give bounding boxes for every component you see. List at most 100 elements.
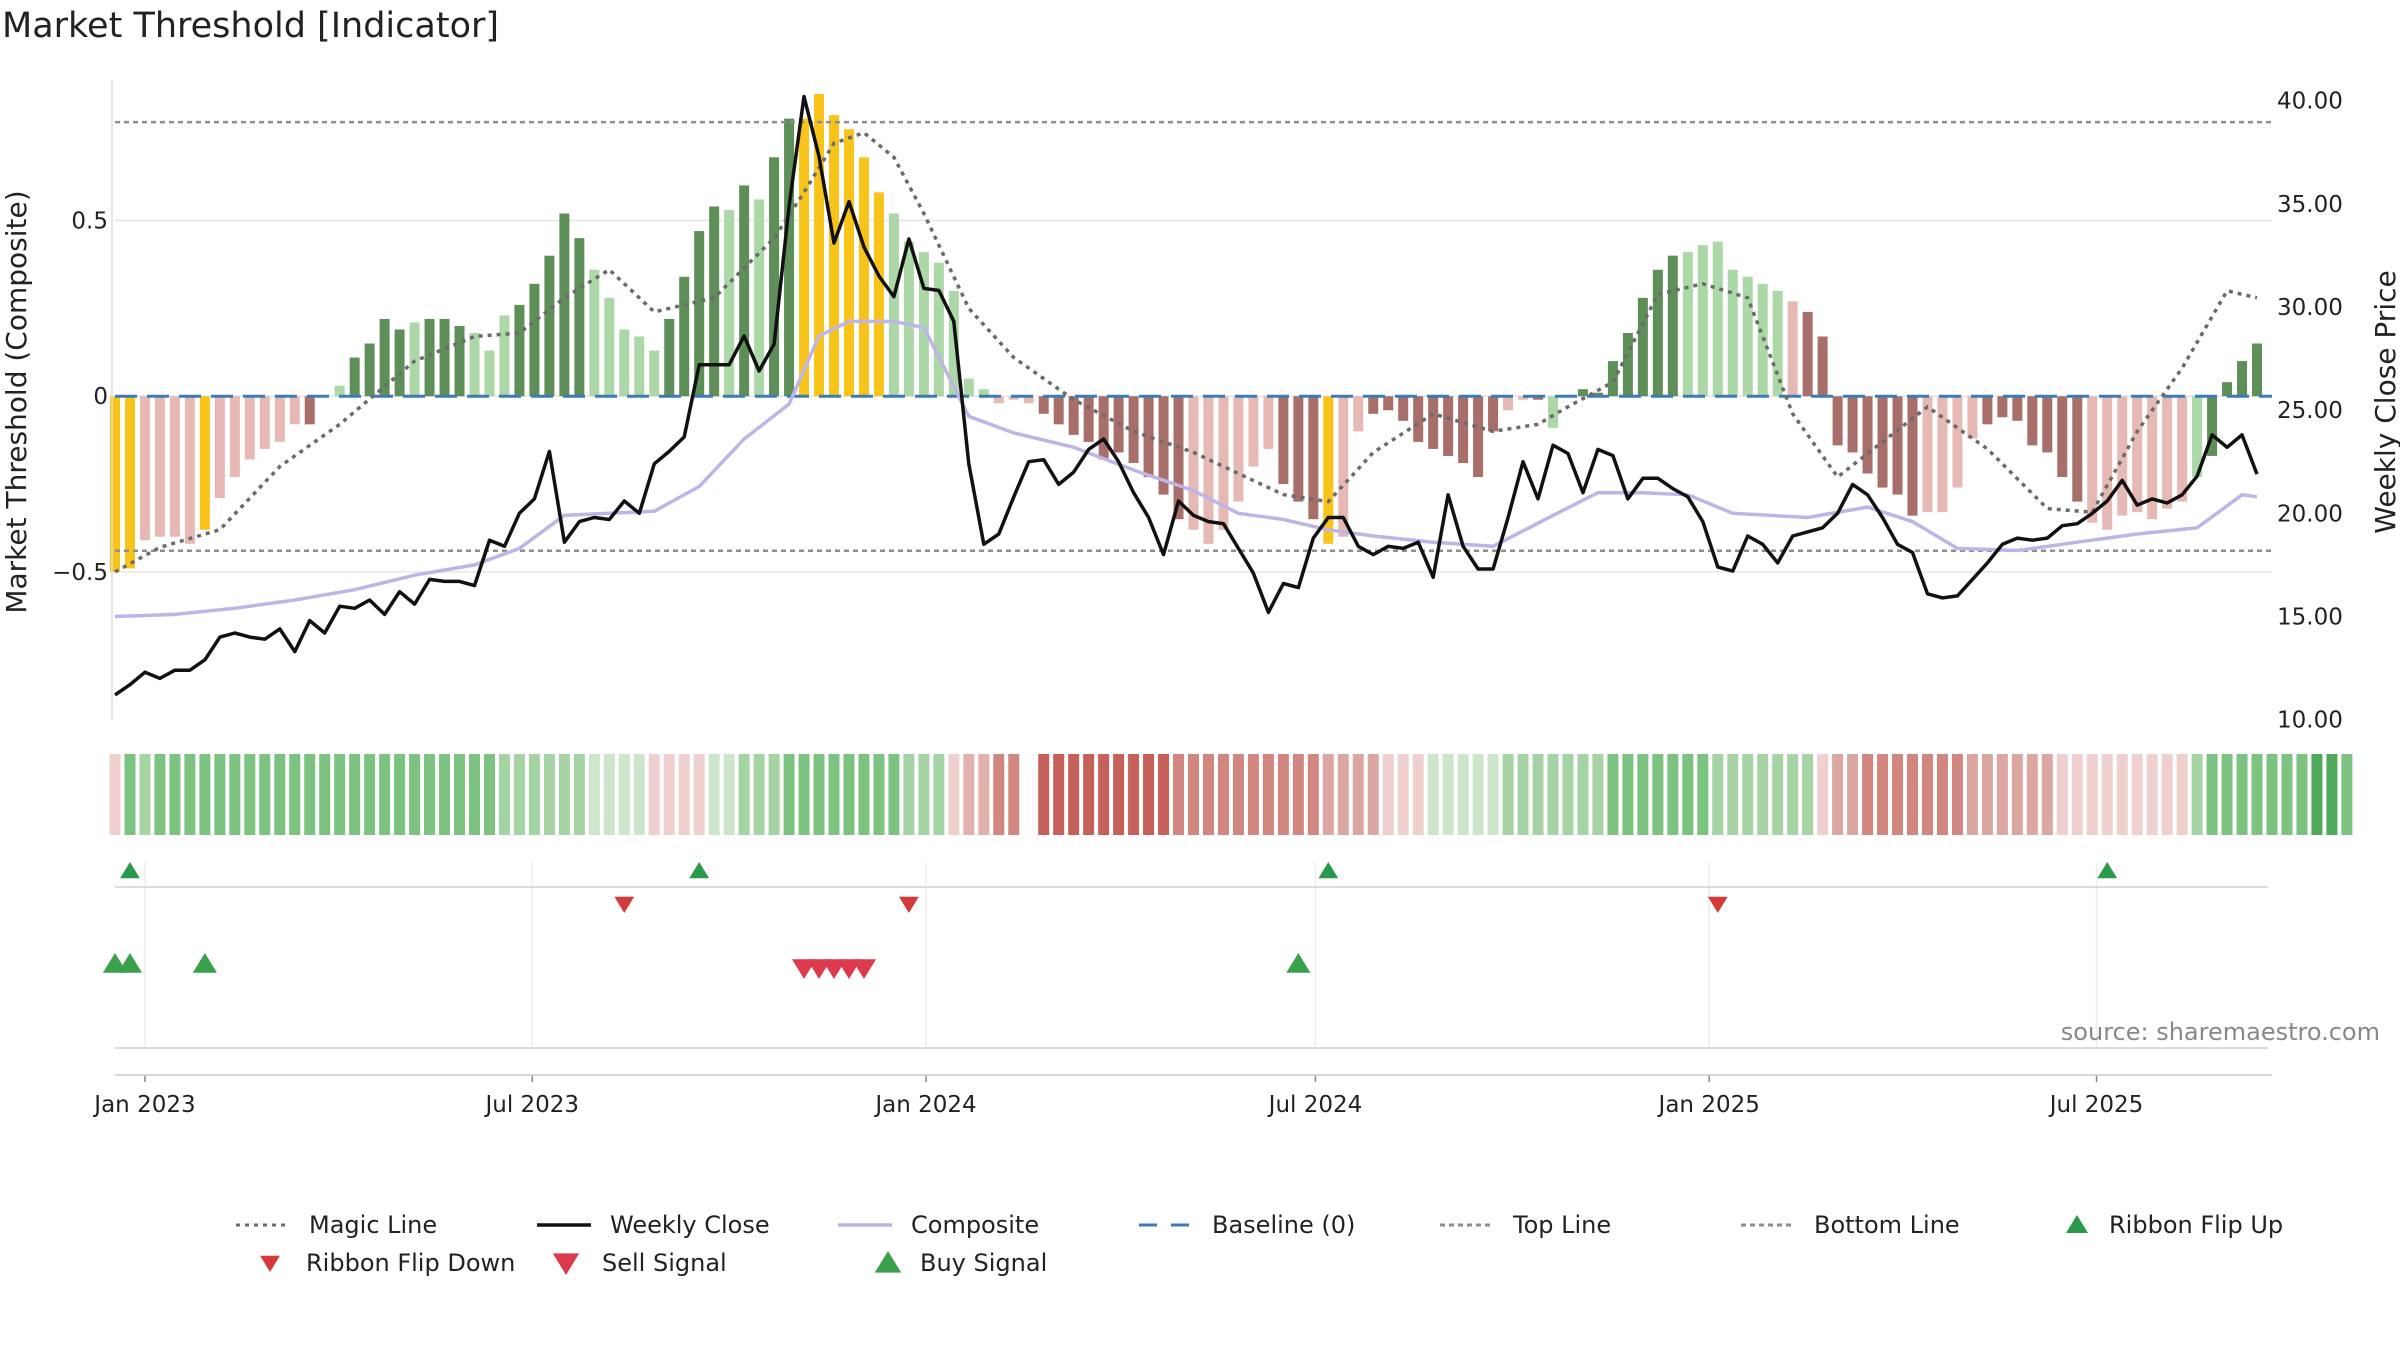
histogram-bar: [1248, 396, 1259, 467]
ribbon-cell: [693, 754, 705, 835]
histogram-bar: [1847, 396, 1858, 453]
ribbon-cell: [633, 754, 645, 835]
histogram-bar: [499, 315, 510, 397]
legend-label: Weekly Close: [610, 1211, 770, 1239]
ribbon-cell: [738, 754, 750, 835]
histogram-bar: [1967, 396, 1978, 439]
histogram-bar: [1907, 396, 1918, 516]
histogram-bar: [709, 206, 720, 397]
histogram-bar: [1802, 311, 1813, 397]
histogram-bar: [1158, 396, 1169, 495]
histogram-bars: [110, 94, 2263, 572]
ribbon-cell: [439, 754, 451, 835]
ribbon-cell: [993, 754, 1005, 835]
ribbon-cell: [558, 754, 570, 835]
histogram-bar: [1997, 396, 2008, 418]
histogram-bar: [1862, 396, 1873, 474]
ribbon-flip-down-marker: [898, 896, 919, 913]
legend-label: Baseline (0): [1212, 1211, 1355, 1239]
histogram-bar: [1173, 396, 1184, 520]
legend-label: Ribbon Flip Down: [306, 1249, 515, 1277]
ribbon-cell: [1143, 754, 1155, 835]
ribbon-cell: [2086, 754, 2098, 835]
histogram-bar: [1383, 396, 1394, 411]
magic-line: [114, 130, 2258, 574]
signal-markers: [102, 862, 2272, 1275]
ribbon-cell: [1877, 754, 1889, 835]
right-tick-label: 25.00: [2277, 398, 2343, 424]
ribbon-cell: [2266, 754, 2278, 835]
histogram-bar: [439, 318, 450, 397]
ribbon-cell: [588, 754, 600, 835]
buy-signal-marker: [1286, 953, 1311, 973]
histogram-bar: [1203, 396, 1214, 544]
sell-signal-marker: [851, 959, 877, 979]
ribbon-cell: [454, 754, 466, 835]
histogram-bar: [1368, 396, 1379, 414]
ribbon-cell: [1622, 754, 1634, 835]
legend-label: Buy Signal: [920, 1249, 1047, 1277]
histogram-bar: [1697, 245, 1708, 397]
ribbon-cell: [1158, 754, 1170, 835]
histogram-bar: [664, 318, 675, 397]
histogram-bar: [304, 396, 315, 425]
ribbon-cell: [828, 754, 840, 835]
ribbon-cell: [1173, 754, 1185, 835]
histogram-bar: [1098, 396, 1109, 460]
histogram-bar: [334, 385, 345, 397]
ribbon-cell: [843, 754, 855, 835]
histogram-bar: [1892, 396, 1903, 495]
ribbon-cell: [1817, 754, 1829, 835]
ribbon-cell: [229, 754, 241, 835]
histogram-bar: [529, 283, 540, 397]
ribbon-cell: [1832, 754, 1844, 835]
histogram-bar: [619, 329, 630, 397]
histogram-bar: [1233, 396, 1244, 502]
ribbon-cell: [1966, 754, 1978, 835]
histogram-bar: [289, 396, 300, 425]
histogram-bar: [799, 118, 810, 397]
ribbon-cell: [618, 754, 630, 835]
ribbon-cell: [2326, 754, 2338, 835]
histogram-bar: [1637, 297, 1648, 397]
right-tick-label: 20.00: [2277, 501, 2343, 527]
histogram-bar: [1488, 396, 1499, 432]
ribbon-cell: [1847, 754, 1859, 835]
ribbon-cell: [1217, 754, 1229, 835]
histogram-bar: [769, 157, 780, 397]
ribbon-cell: [1562, 754, 1574, 835]
trend-ribbon: [109, 754, 2353, 835]
ribbon-flip-up-marker: [2097, 862, 2118, 879]
ribbon-cell: [1517, 754, 1529, 835]
ribbon-flip-up-marker: [1318, 862, 1339, 879]
ribbon-cell: [2056, 754, 2068, 835]
ribbon-cell: [334, 754, 346, 835]
ribbon-cell: [498, 754, 510, 835]
ribbon-cell: [379, 754, 391, 835]
ribbon-cell: [1098, 754, 1110, 835]
histogram-bar: [424, 318, 435, 397]
ribbon-flip-up-marker: [120, 862, 140, 879]
histogram-bar: [1008, 396, 1019, 400]
composite-line: [114, 319, 2258, 619]
ribbon-cell: [1607, 754, 1619, 835]
histogram-bar: [829, 115, 839, 397]
x-tick-label: Jan 2025: [1657, 1092, 1760, 1118]
ribbon-cell: [708, 754, 720, 835]
ribbon-cell: [1053, 754, 1065, 835]
ribbon-cell: [1008, 754, 1020, 835]
histogram-bar: [1622, 332, 1633, 397]
histogram-bar: [2012, 396, 2023, 421]
ribbon-cell: [1382, 754, 1394, 835]
histogram-bar: [873, 192, 884, 397]
histogram-bar: [2087, 396, 2098, 523]
ribbon-flip-down-marker: [614, 896, 635, 913]
histogram-bar: [214, 396, 225, 499]
ribbon-cell: [1232, 754, 1244, 835]
ribbon-cell: [1936, 754, 1948, 835]
left-axis-label: Market Threshold (Composite): [0, 190, 33, 613]
histogram-bar: [1727, 269, 1738, 397]
histogram-bar: [1038, 396, 1049, 414]
histogram-bar: [634, 336, 645, 397]
